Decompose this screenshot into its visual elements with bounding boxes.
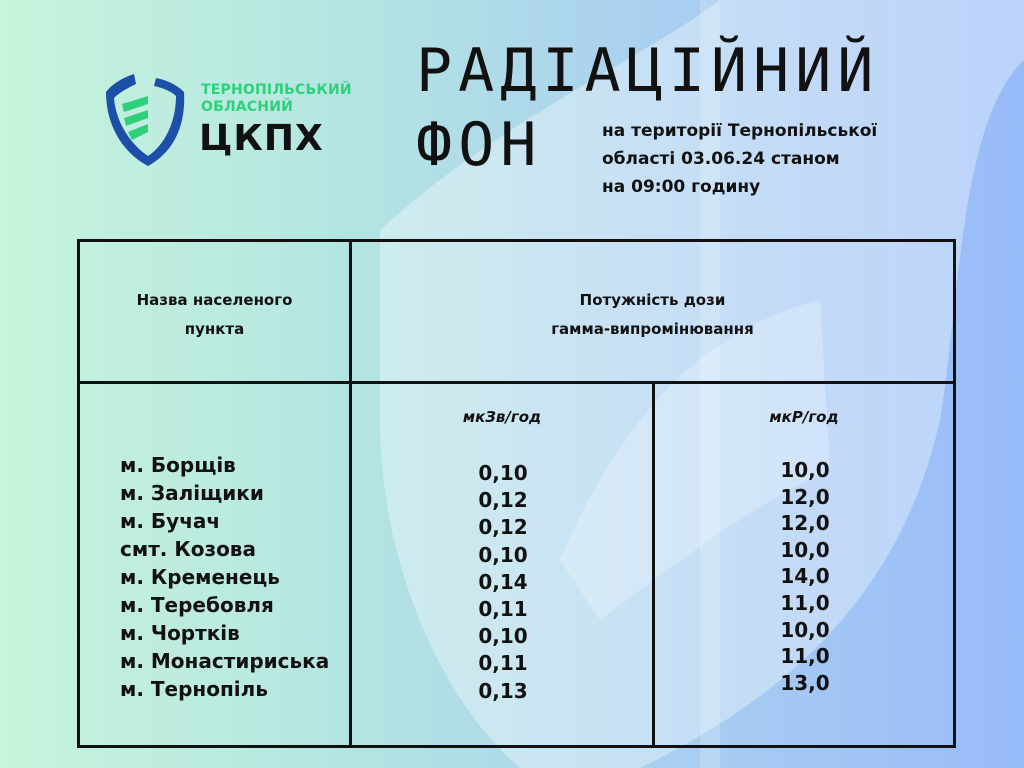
usv-value: 0,13 — [478, 678, 528, 703]
place-name: м. Бучач — [120, 509, 221, 533]
subtitle: на території Тернопільської області 03.0… — [602, 117, 877, 201]
place-name: смт. Козова — [120, 537, 256, 561]
place-name: м. Заліщики — [120, 481, 264, 505]
usv-value: 0,11 — [478, 597, 528, 622]
subtitle-line: на території Тернопільської — [602, 121, 878, 141]
ur-value: 11,0 — [780, 644, 830, 669]
usv-value: 0,14 — [478, 569, 528, 594]
usv-value: 0,10 — [478, 542, 528, 567]
header-dose-line: Потужність дози — [579, 291, 726, 309]
place-name: м. Монастириська — [120, 649, 330, 673]
ur-list: 10,0 12,0 12,0 10,0 14,0 11,0 10,0 11,0 13,0 — [745, 457, 865, 696]
usv-value: 0,12 — [478, 515, 528, 540]
ur-value: 14,0 — [780, 564, 830, 589]
divider — [80, 381, 953, 384]
org-name: ТЕРНОПІЛЬСЬКИЙ ОБЛАСНИЙ — [201, 82, 352, 116]
ckph-shield-logo-icon — [106, 74, 185, 166]
usv-value: 0,12 — [478, 488, 528, 513]
usv-value: 0,10 — [478, 461, 528, 485]
unit-usv: мкЗв/год — [462, 408, 542, 426]
header-place: Назва населеного пункта — [80, 286, 349, 344]
ur-value: 13,0 — [780, 670, 830, 695]
place-list: м. Борщів м. Заліщики м. Бучач смт. Козова м… — [120, 451, 329, 703]
usv-value: 0,11 — [478, 651, 528, 676]
ur-value: 10,0 — [780, 537, 830, 562]
header-dose: Потужність дози гамма-випромінювання — [352, 286, 953, 344]
org-abbr: ЦКПХ — [199, 118, 324, 159]
title-line1: РАДІАЦІЙНИЙ — [416, 36, 880, 106]
unit-ur: мкР/год — [769, 408, 839, 426]
place-name: м. Борщів — [120, 453, 236, 477]
place-name: м. Кременець — [120, 565, 280, 589]
ur-value: 12,0 — [780, 511, 830, 536]
place-name: м. Теребовля — [120, 593, 274, 617]
header-place-line: Назва населеного — [136, 291, 293, 309]
subtitle-line: області 03.06.24 станом — [602, 149, 840, 169]
place-name: м. Тернопіль — [120, 677, 268, 701]
header-place-line: пункта — [184, 320, 245, 338]
ur-value: 11,0 — [780, 590, 830, 615]
radiation-table: Назва населеного пункта Потужність дози … — [77, 239, 956, 748]
usv-list: 0,10 0,12 0,12 0,10 0,14 0,11 0,10 0,11 0,13 — [443, 460, 563, 705]
org-name-line2: ОБЛАСНИЙ — [201, 99, 294, 115]
org-name-line1: ТЕРНОПІЛЬСЬКИЙ — [201, 82, 352, 98]
title-line2: ФОН — [416, 110, 543, 180]
ur-value: 12,0 — [780, 484, 830, 509]
place-name: м. Чортків — [120, 621, 240, 645]
header-dose-line: гамма-випромінювання — [551, 320, 754, 338]
usv-value: 0,10 — [478, 624, 528, 649]
subtitle-line: на 09:00 годину — [602, 177, 761, 197]
divider — [652, 381, 655, 745]
divider — [349, 242, 352, 745]
ur-value: 10,0 — [780, 617, 830, 642]
ur-value: 10,0 — [780, 458, 830, 482]
